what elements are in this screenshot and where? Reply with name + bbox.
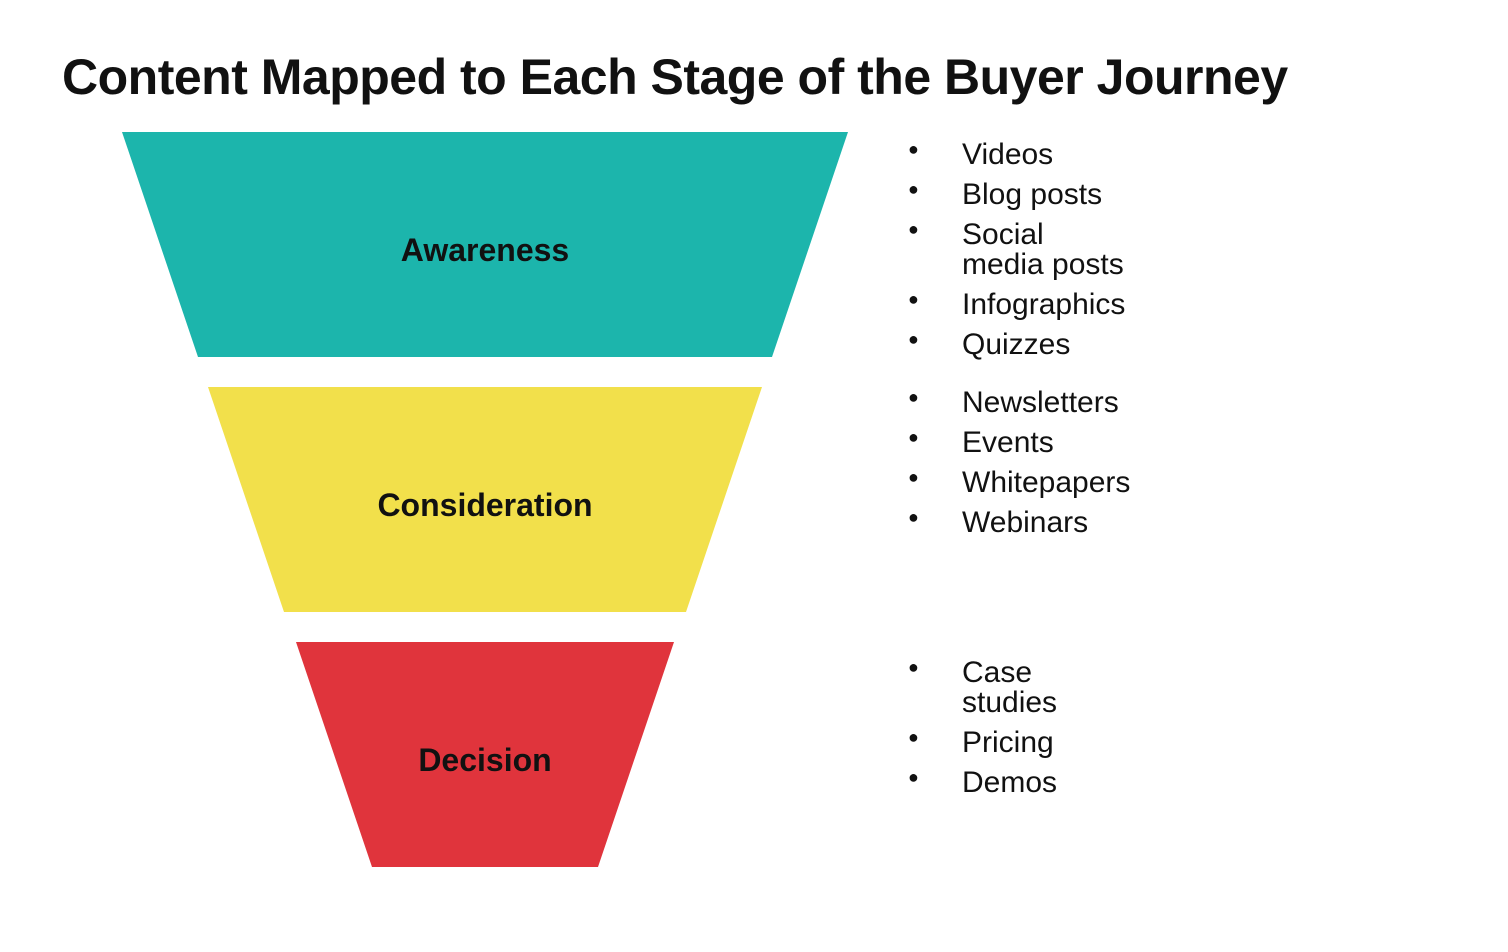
funnel-stage-awareness: Awareness xyxy=(100,132,870,357)
funnel-diagram: Awareness Consideration Decision xyxy=(100,132,870,922)
funnel-stage-decision: Decision xyxy=(100,642,870,867)
list-item: Videos xyxy=(890,140,1125,170)
list-consideration: Newsletters Events Whitepapers Webinars xyxy=(890,388,1130,548)
list-decision-ul: Case studies Pricing Demos xyxy=(890,658,1057,798)
list-item: Blog posts xyxy=(890,180,1125,210)
list-item: Infographics xyxy=(890,290,1125,320)
list-item: Quizzes xyxy=(890,330,1125,360)
list-awareness: Videos Blog posts Social media posts Infogr… xyxy=(890,140,1125,370)
list-awareness-ul: Videos Blog posts Social media posts Infogr… xyxy=(890,140,1125,360)
list-item: Social media posts xyxy=(890,220,1125,280)
list-consideration-ul: Newsletters Events Whitepapers Webinars xyxy=(890,388,1130,538)
funnel-label-awareness: Awareness xyxy=(100,232,870,269)
list-item: Demos xyxy=(890,768,1057,798)
list-item: Newsletters xyxy=(890,388,1130,418)
funnel-stage-consideration: Consideration xyxy=(100,387,870,612)
list-item: Whitepapers xyxy=(890,468,1130,498)
list-item: Events xyxy=(890,428,1130,458)
page-title: Content Mapped to Each Stage of the Buye… xyxy=(62,48,1288,106)
list-item: Pricing xyxy=(890,728,1057,758)
list-item: Case studies xyxy=(890,658,1057,718)
funnel-label-consideration: Consideration xyxy=(100,487,870,524)
list-decision: Case studies Pricing Demos xyxy=(890,658,1057,808)
funnel-label-decision: Decision xyxy=(100,742,870,779)
list-item: Webinars xyxy=(890,508,1130,538)
